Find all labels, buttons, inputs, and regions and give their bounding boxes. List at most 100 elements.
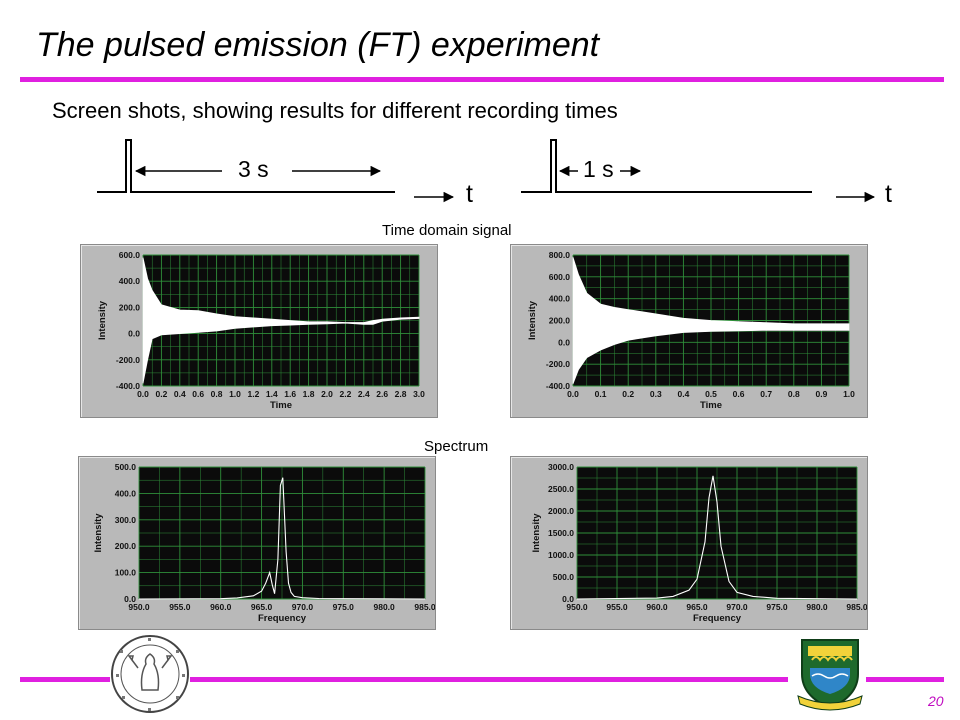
- x-tick-label: 0.5: [705, 389, 717, 399]
- y-tick-label: 400.0: [549, 294, 571, 304]
- y-tick-label: 3000.0: [548, 462, 574, 472]
- signal-envelope: [572, 257, 850, 384]
- x-tick-label: 955.0: [169, 602, 191, 612]
- x-tick-label: 960.0: [646, 602, 668, 612]
- pulse-line: [521, 139, 812, 193]
- y-tick-label: -200.0: [116, 355, 140, 365]
- title-divider: [20, 77, 944, 82]
- x-tick-label: 0.4: [174, 389, 186, 399]
- x-axis-label: Time: [700, 400, 722, 411]
- time-domain-caption: Time domain signal: [382, 222, 512, 239]
- y-tick-label: -400.0: [116, 381, 140, 391]
- x-tick-label: 970.0: [292, 602, 314, 612]
- x-tick-label: 950.0: [566, 602, 588, 612]
- x-tick-label: 2.2: [339, 389, 351, 399]
- footer-divider-middle: [190, 677, 788, 682]
- university-seal-icon: [111, 635, 189, 713]
- y-tick-label: 100.0: [115, 568, 137, 578]
- x-tick-label: 0.0: [567, 389, 579, 399]
- x-tick-label: 2.4: [358, 389, 370, 399]
- x-tick-label: 1.0: [229, 389, 241, 399]
- spectrum-caption: Spectrum: [424, 438, 489, 455]
- spectrum-trace: [138, 477, 426, 600]
- pulse-diagrams: [97, 139, 876, 203]
- x-tick-label: 0.3: [650, 389, 662, 399]
- x-tick-label: 1.6: [284, 389, 296, 399]
- y-tick-label: 2500.0: [548, 484, 574, 494]
- x-tick-label: 1.4: [266, 389, 278, 399]
- pulse-diagram-3s: [97, 139, 455, 203]
- y-tick-label: 200.0: [115, 541, 137, 551]
- x-tick-label: 0.0: [137, 389, 149, 399]
- y-tick-label: 500.0: [115, 462, 137, 472]
- y-tick-label: 600.0: [119, 250, 141, 260]
- y-tick-label: 1000.0: [548, 550, 574, 560]
- y-tick-label: 0.0: [128, 329, 140, 339]
- x-tick-label: 980.0: [374, 602, 396, 612]
- x-tick-label: 2.6: [376, 389, 388, 399]
- y-tick-label: 500.0: [553, 572, 575, 582]
- x-tick-label: 960.0: [210, 602, 232, 612]
- x-tick-label: 2.0: [321, 389, 333, 399]
- y-tick-label: 0.0: [124, 594, 136, 604]
- x-tick-label: 975.0: [333, 602, 355, 612]
- x-tick-label: 1.8: [303, 389, 315, 399]
- x-tick-label: 970.0: [726, 602, 748, 612]
- y-tick-label: 600.0: [549, 272, 571, 282]
- y-axis-label: Intensity: [527, 300, 538, 340]
- y-tick-label: 2000.0: [548, 506, 574, 516]
- y-tick-label: -200.0: [546, 359, 570, 369]
- y-axis-label: Intensity: [93, 513, 104, 553]
- x-tick-label: 0.7: [760, 389, 772, 399]
- x-tick-label: 0.8: [211, 389, 223, 399]
- pulse-line: [97, 139, 395, 193]
- y-tick-label: 0.0: [562, 594, 574, 604]
- time-axis-label: t: [466, 180, 473, 208]
- x-tick-label: 0.8: [788, 389, 800, 399]
- x-tick-label: 3.0: [413, 389, 425, 399]
- y-tick-label: 800.0: [549, 250, 571, 260]
- duration-label-3s: 3 s: [238, 156, 269, 182]
- time-axis-label: t: [885, 180, 892, 208]
- x-tick-label: 0.1: [595, 389, 607, 399]
- x-tick-label: 985.0: [846, 602, 867, 612]
- y-tick-label: 0.0: [558, 337, 570, 347]
- x-tick-label: 965.0: [686, 602, 708, 612]
- x-tick-label: 2.8: [395, 389, 407, 399]
- y-tick-label: 400.0: [115, 488, 137, 498]
- y-axis-label: Intensity: [531, 513, 542, 553]
- grid: [576, 466, 858, 600]
- duration-label-1s: 1 s: [583, 156, 614, 182]
- pulse-diagram-1s: [521, 139, 876, 203]
- page-number: 20: [928, 693, 944, 709]
- x-axis-label: Frequency: [258, 613, 307, 624]
- x-tick-label: 1.0: [843, 389, 855, 399]
- time-domain-chart-1s: 0.0 0.1 0.2 0.3 0.4 0.5 0.6 0.7 0.8 0.9 1.0 800.0 60…: [510, 244, 868, 418]
- slide-title: The pulsed emission (FT) experiment: [36, 26, 600, 64]
- x-tick-label: 950.0: [128, 602, 150, 612]
- y-tick-label: 400.0: [119, 276, 141, 286]
- y-tick-label: 1500.0: [548, 528, 574, 538]
- grid: [572, 254, 850, 387]
- x-axis-label: Time: [270, 400, 292, 411]
- x-tick-label: 0.2: [155, 389, 167, 399]
- x-tick-label: 1.2: [247, 389, 259, 399]
- y-tick-label: 200.0: [119, 302, 141, 312]
- y-tick-label: 200.0: [549, 316, 571, 326]
- x-tick-label: 975.0: [766, 602, 788, 612]
- slide-subtitle: Screen shots, showing results for differ…: [52, 98, 618, 123]
- y-tick-label: -400.0: [546, 381, 570, 391]
- spectrum-trace: [576, 475, 858, 600]
- university-crest-icon: [797, 639, 863, 711]
- x-tick-label: 0.4: [677, 389, 689, 399]
- x-tick-label: 980.0: [806, 602, 828, 612]
- x-tick-label: 0.6: [733, 389, 745, 399]
- signal-envelope: [142, 257, 420, 384]
- footer-divider-left: [20, 677, 110, 682]
- footer-divider-right: [866, 677, 944, 682]
- x-tick-label: 985.0: [414, 602, 435, 612]
- x-tick-label: 0.9: [815, 389, 827, 399]
- time-domain-chart-3s: 0.0 0.2 0.4 0.6 0.8 1.0 1.2 1.4 1.6 1.8 2.0 2.2 2.4 2…: [80, 244, 438, 418]
- x-tick-label: 965.0: [251, 602, 273, 612]
- x-axis-label: Frequency: [693, 613, 742, 624]
